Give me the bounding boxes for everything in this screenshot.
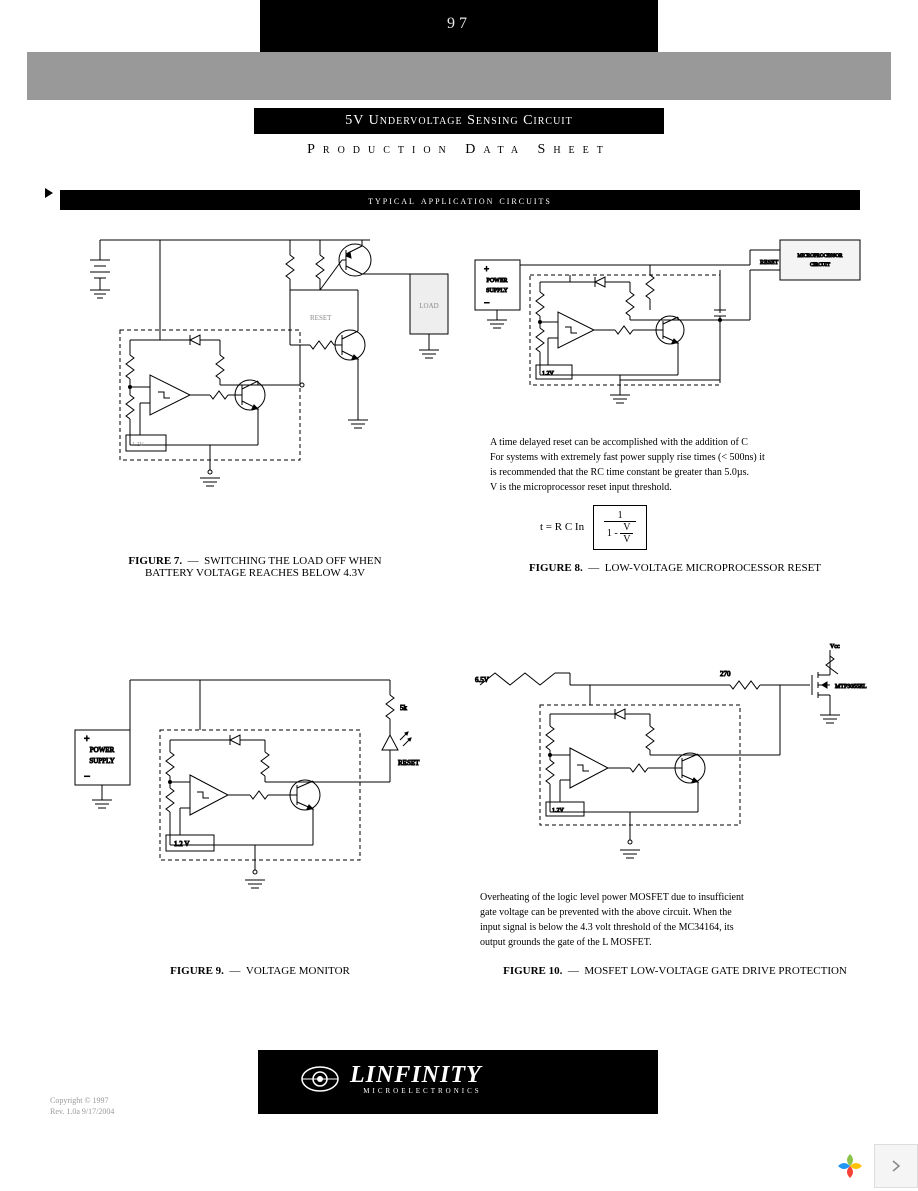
subtitle-bar: 5V Undervoltage Sensing Circuit	[254, 108, 664, 134]
figure-9-caption: FIGURE 9. — VOLTAGE MONITOR	[120, 965, 400, 977]
svg-text:RESET: RESET	[760, 260, 779, 266]
svg-text:+: +	[84, 734, 90, 745]
svg-text:POWER: POWER	[487, 278, 508, 284]
next-page-button[interactable]	[874, 1144, 918, 1188]
figure-7-circuit: LOAD RESET 1.2V	[70, 220, 450, 490]
figure-7-caption: FIGURE 7. — SWITCHING THE LOAD OFF WHEN …	[90, 555, 420, 579]
top-banner-text: 97	[270, 15, 648, 33]
section-title-bar: typical application circuits	[60, 190, 860, 210]
load-label: LOAD	[419, 302, 438, 310]
figure-10-circuit: 6.5V 270 MTP3055EL Vcc	[470, 640, 880, 880]
svg-text:1.2V: 1.2V	[552, 808, 565, 814]
footer-brand-sub: MICROELECTRONICS	[350, 1087, 482, 1095]
svg-text:−: −	[84, 771, 90, 783]
figure-9-circuit: POWER SUPPLY + − 5k RESET	[70, 660, 450, 920]
svg-text:MICROPROCESSOR: MICROPROCESSOR	[797, 254, 843, 259]
footer-brand: LINFINITY	[350, 1062, 482, 1088]
datasheet-page: 97 MC33164/MC34164 5V Undervoltage Sensi…	[0, 0, 918, 1188]
svg-text:+: +	[484, 264, 489, 274]
svg-text:SUPPLY: SUPPLY	[89, 757, 114, 765]
svg-text:CIRCUIT: CIRCUIT	[810, 263, 830, 268]
svg-text:270: 270	[720, 670, 731, 678]
viewer-app-icon	[830, 1146, 870, 1186]
section-marker-icon	[45, 188, 53, 198]
footer-logo: LINFINITY MICROELECTRONICS	[300, 1062, 482, 1095]
reset-label: RESET	[310, 314, 332, 322]
chevron-right-icon	[889, 1159, 903, 1173]
figure-8-formula: t = R C In 1 1 - VV	[540, 505, 647, 550]
svg-text:5k: 5k	[400, 704, 408, 712]
linfinity-logo-icon	[300, 1065, 340, 1093]
svg-text:1.2V: 1.2V	[542, 371, 555, 377]
svg-text:SUPPLY: SUPPLY	[486, 288, 508, 294]
figure-8-note: A time delayed reset can be accomplished…	[490, 435, 850, 495]
svg-text:POWER: POWER	[90, 746, 115, 754]
gray-title-bar: MC33164/MC34164	[27, 52, 891, 100]
figure-8-caption: FIGURE 8. — LOW-VOLTAGE MICROPROCESSOR R…	[500, 562, 850, 574]
production-line: Production Data Sheet	[0, 142, 918, 158]
ref-label: 1.2V	[132, 442, 145, 448]
svg-text:RESET: RESET	[398, 759, 420, 767]
svg-text:Vcc: Vcc	[830, 644, 840, 650]
svg-text:−: −	[484, 298, 490, 309]
figure-8-circuit: POWER SUPPLY + − MICROPROCESSOR CIRCUIT R…	[470, 220, 870, 420]
figure-10-caption: FIGURE 10. — MOSFET LOW-VOLTAGE GATE DRI…	[480, 965, 870, 977]
svg-text:MTP3055EL: MTP3055EL	[835, 684, 867, 690]
figure-10-note: Overheating of the logic level power MOS…	[480, 890, 840, 950]
copyright-text: Copyright © 1997 Rev. 1.0a 9/17/2004	[50, 1095, 114, 1117]
svg-text:1.2 V: 1.2 V	[174, 840, 189, 848]
